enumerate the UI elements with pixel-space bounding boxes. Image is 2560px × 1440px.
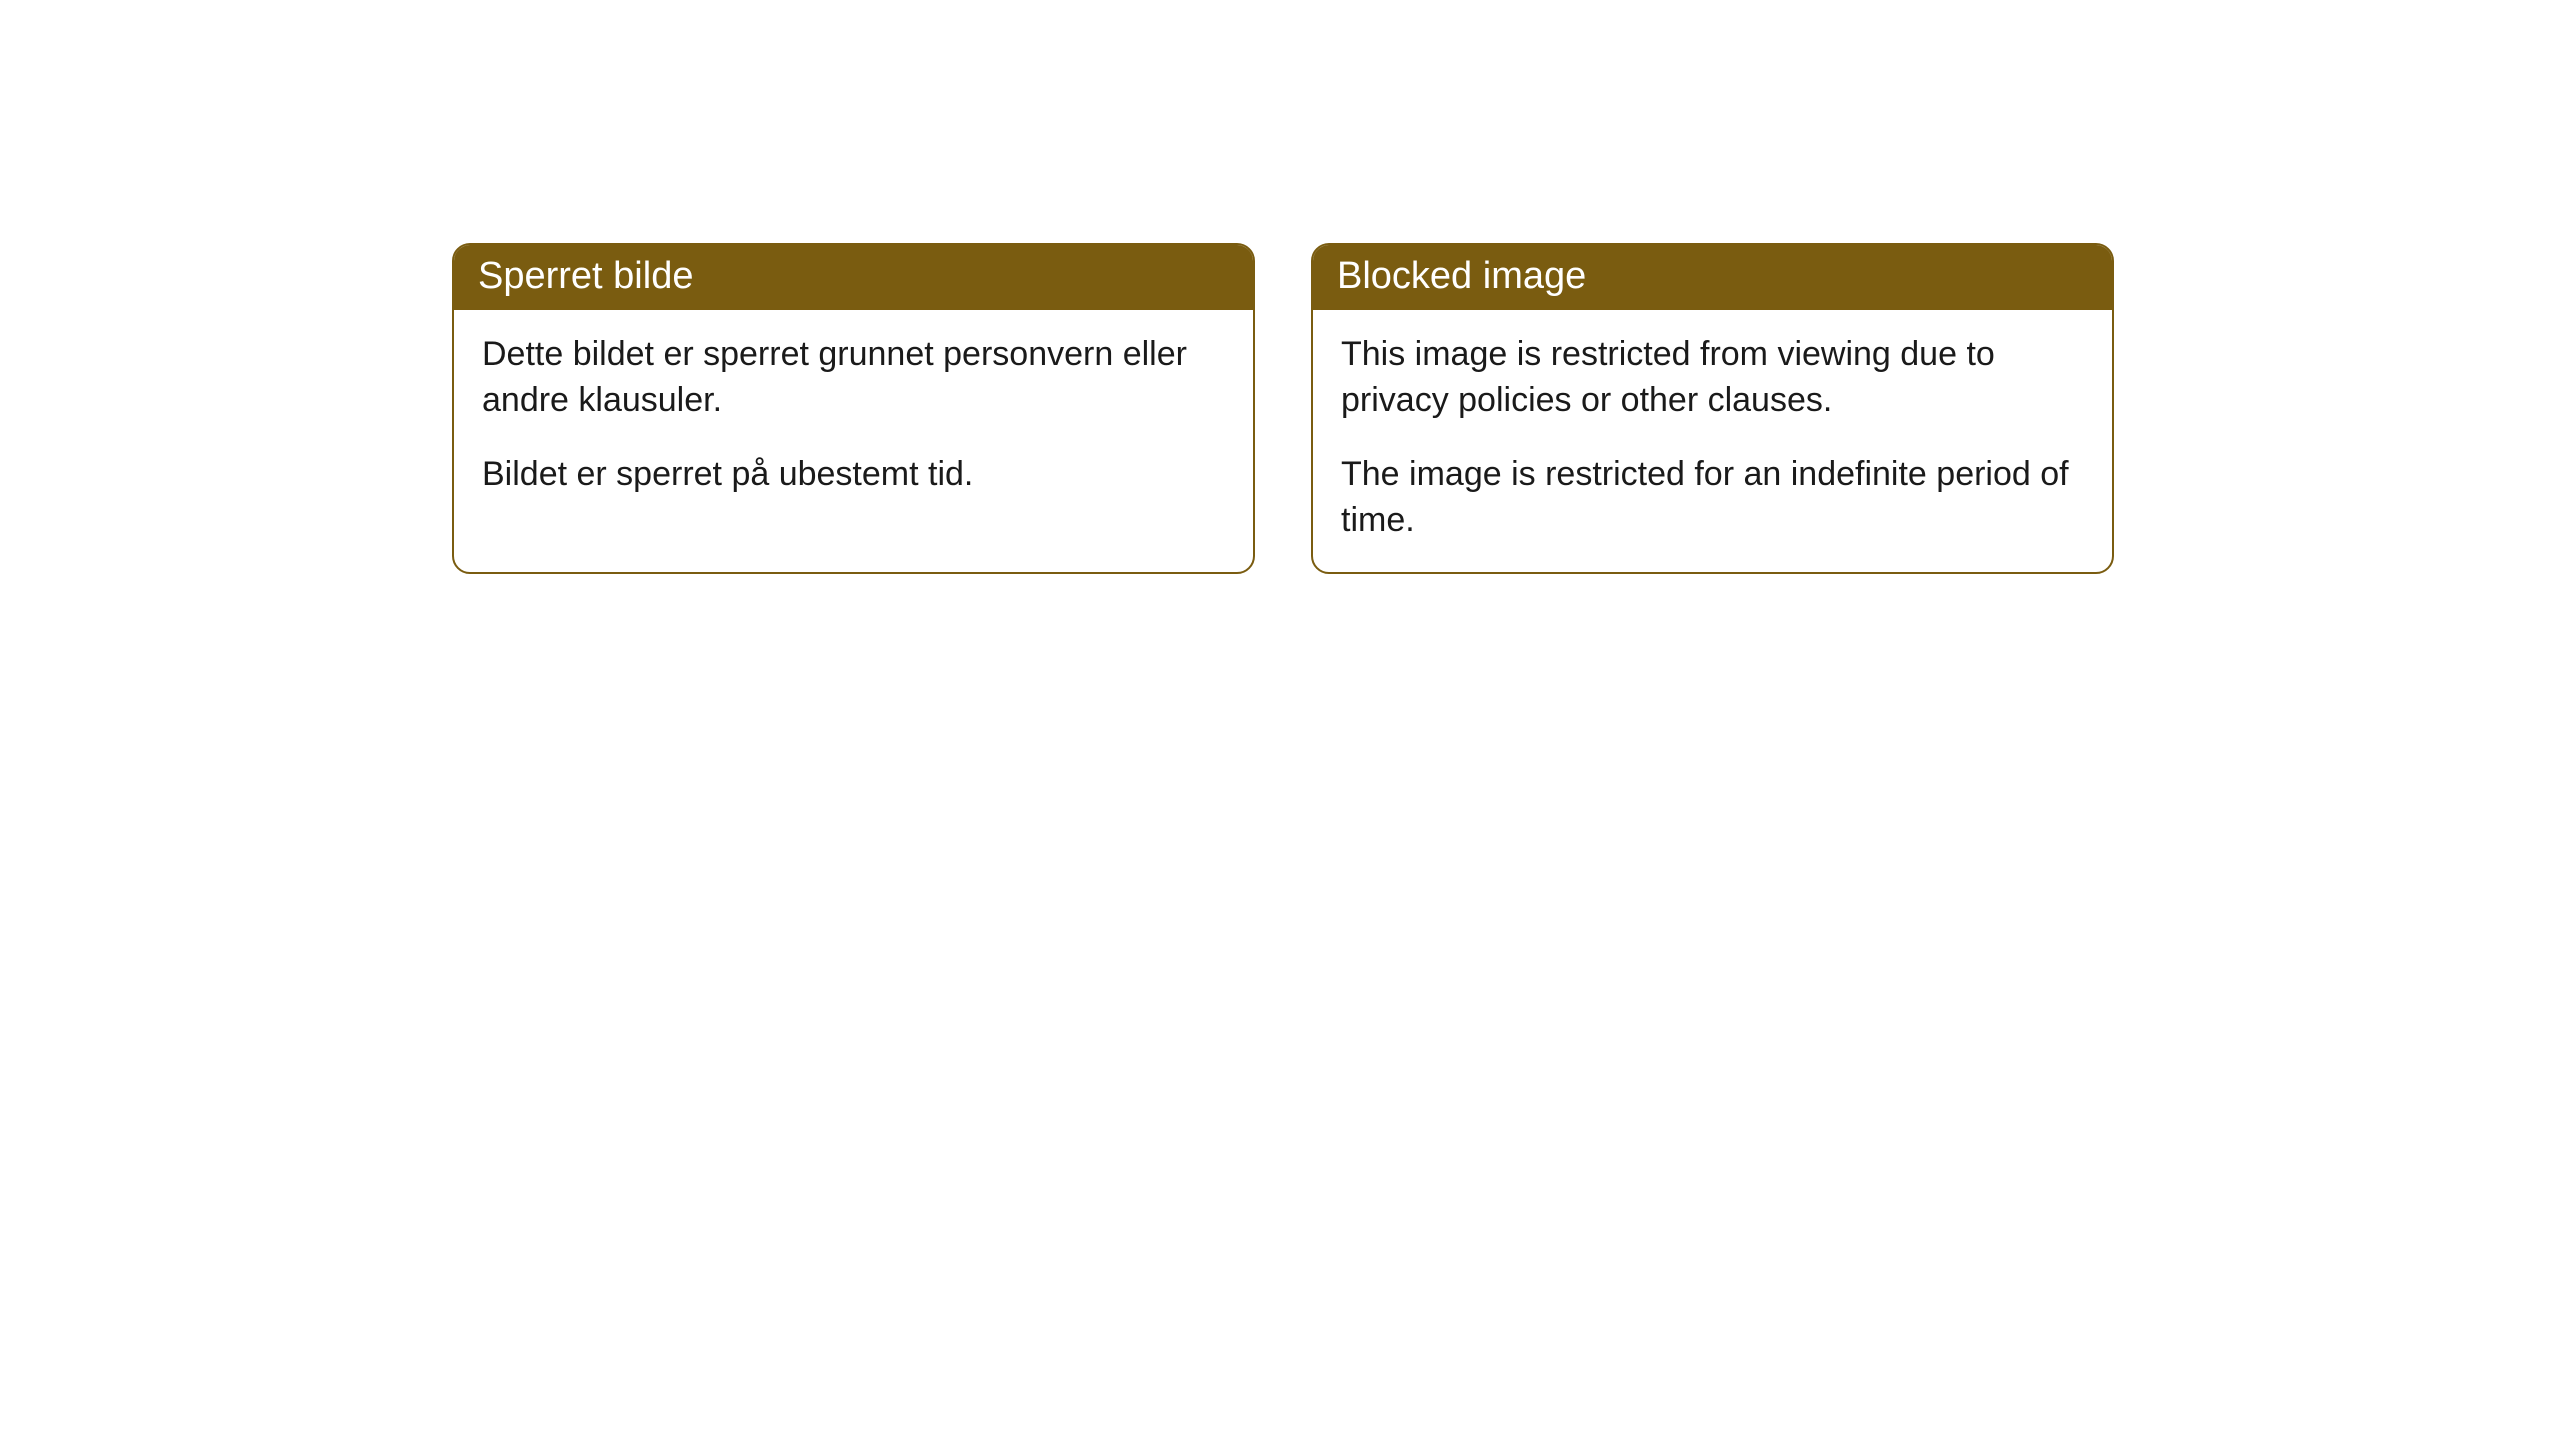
card-paragraph: The image is restricted for an indefinit…: [1341, 452, 2084, 544]
card-paragraph: Bildet er sperret på ubestemt tid.: [482, 452, 1225, 498]
card-paragraph: This image is restricted from viewing du…: [1341, 332, 2084, 424]
card-body: Dette bildet er sperret grunnet personve…: [454, 310, 1253, 526]
card-paragraph: Dette bildet er sperret grunnet personve…: [482, 332, 1225, 424]
notice-card-norwegian: Sperret bilde Dette bildet er sperret gr…: [452, 243, 1255, 574]
card-title: Blocked image: [1313, 245, 2112, 310]
card-body: This image is restricted from viewing du…: [1313, 310, 2112, 572]
notice-container: Sperret bilde Dette bildet er sperret gr…: [0, 0, 2560, 574]
notice-card-english: Blocked image This image is restricted f…: [1311, 243, 2114, 574]
card-title: Sperret bilde: [454, 245, 1253, 310]
